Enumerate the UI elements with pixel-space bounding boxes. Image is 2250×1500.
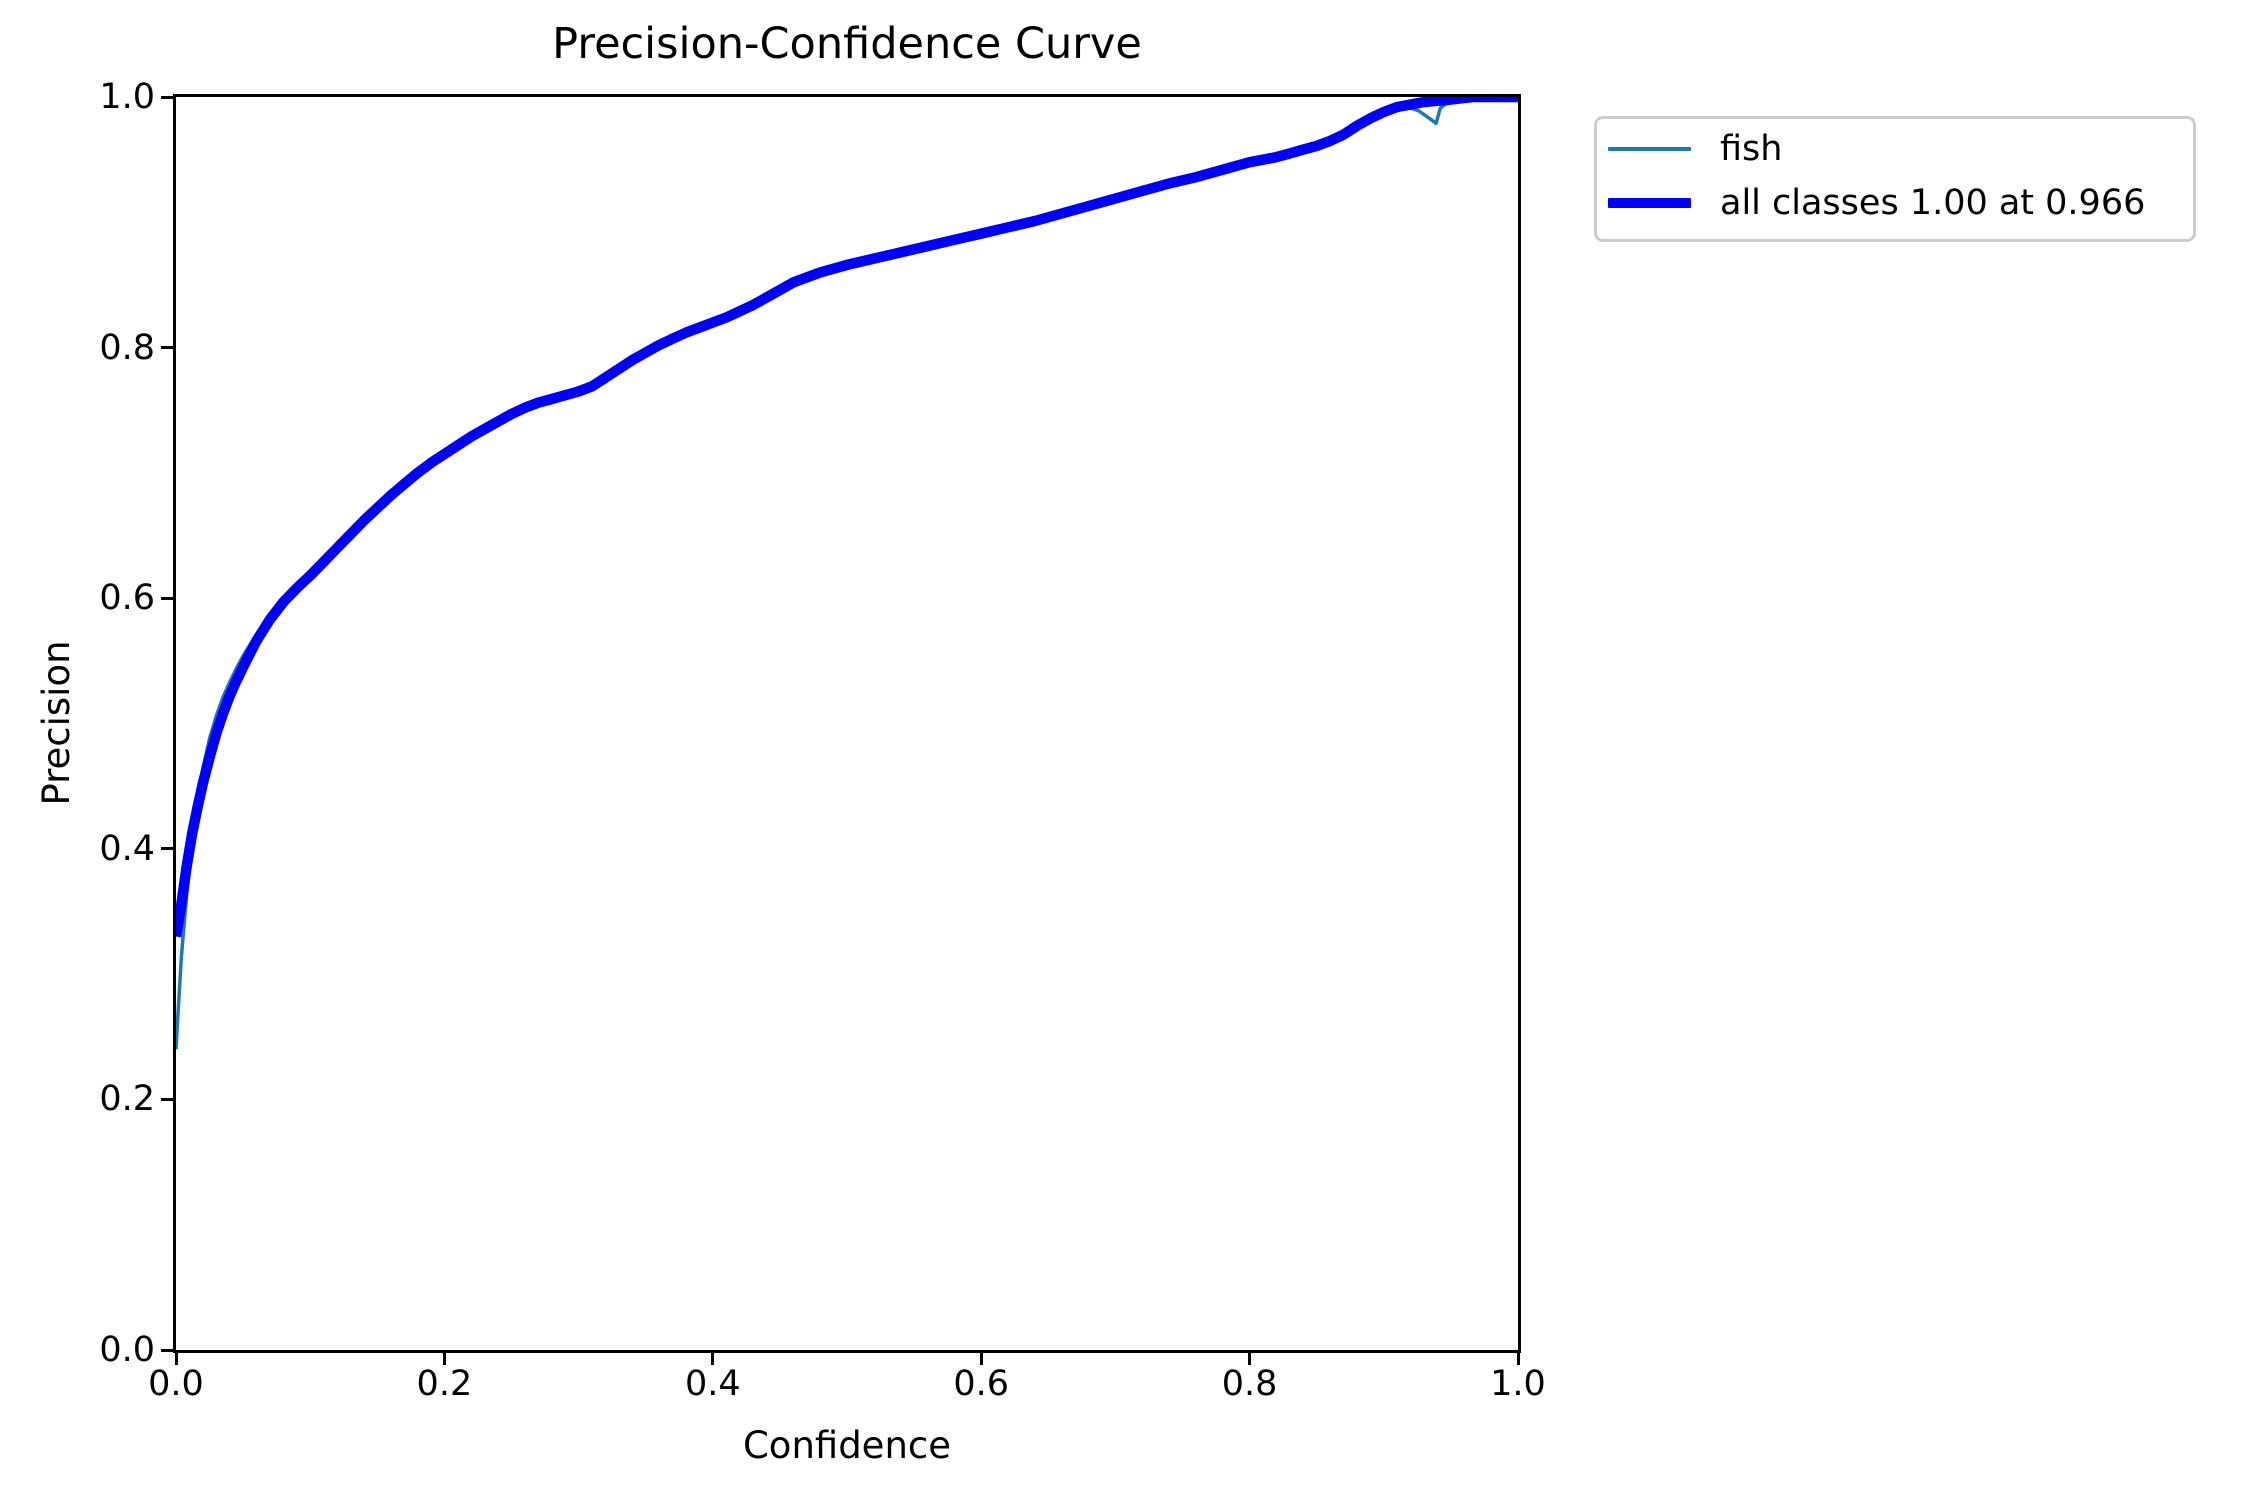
legend: fish all classes 1.00 at 0.966 bbox=[1594, 116, 2196, 242]
y-tick-mark bbox=[161, 847, 173, 851]
legend-label-fish: fish bbox=[1720, 129, 1783, 169]
y-tick-label: 1.0 bbox=[99, 77, 155, 117]
y-tick-mark bbox=[161, 346, 173, 350]
y-tick-label: 0.8 bbox=[99, 327, 155, 368]
x-tick-label: 0.2 bbox=[416, 1364, 473, 1404]
x-tick-label: 0.4 bbox=[684, 1364, 741, 1404]
x-tick-mark bbox=[1248, 1353, 1252, 1365]
y-tick-mark bbox=[161, 596, 173, 600]
y-tick-mark bbox=[161, 95, 173, 99]
legend-item-all-classes: all classes 1.00 at 0.966 bbox=[1597, 176, 2193, 230]
x-tick-mark bbox=[174, 1353, 178, 1365]
x-tick-label: 0.0 bbox=[148, 1364, 204, 1404]
y-tick-label: 0.6 bbox=[99, 578, 155, 619]
legend-label-all-classes: all classes 1.00 at 0.966 bbox=[1720, 183, 2146, 223]
fish-line-swatch bbox=[1608, 147, 1691, 151]
y-tick-label: 0.0 bbox=[99, 1330, 155, 1370]
y-tick-mark bbox=[161, 1097, 173, 1101]
x-axis-label: Confidence bbox=[742, 1424, 952, 1467]
plot-area bbox=[173, 94, 1521, 1353]
x-tick-label: 0.8 bbox=[1221, 1364, 1278, 1404]
curve-fish bbox=[176, 97, 1518, 1050]
x-tick-mark bbox=[711, 1353, 715, 1365]
x-tick-mark bbox=[979, 1353, 983, 1365]
x-tick-label: 0.6 bbox=[953, 1364, 1010, 1404]
all-classes-line-swatch bbox=[1608, 198, 1691, 208]
curves-svg bbox=[176, 97, 1518, 1050]
x-tick-mark bbox=[1516, 1353, 1520, 1365]
x-tick-mark bbox=[442, 1353, 446, 1365]
legend-item-fish: fish bbox=[1597, 122, 2193, 176]
curve-all-classes bbox=[176, 97, 1518, 938]
chart-title: Precision-Confidence Curve bbox=[552, 19, 1142, 69]
y-tick-mark bbox=[161, 1348, 173, 1352]
y-tick-label: 0.4 bbox=[99, 828, 155, 869]
x-tick-label: 1.0 bbox=[1490, 1364, 1546, 1404]
y-tick-label: 0.2 bbox=[99, 1079, 155, 1120]
